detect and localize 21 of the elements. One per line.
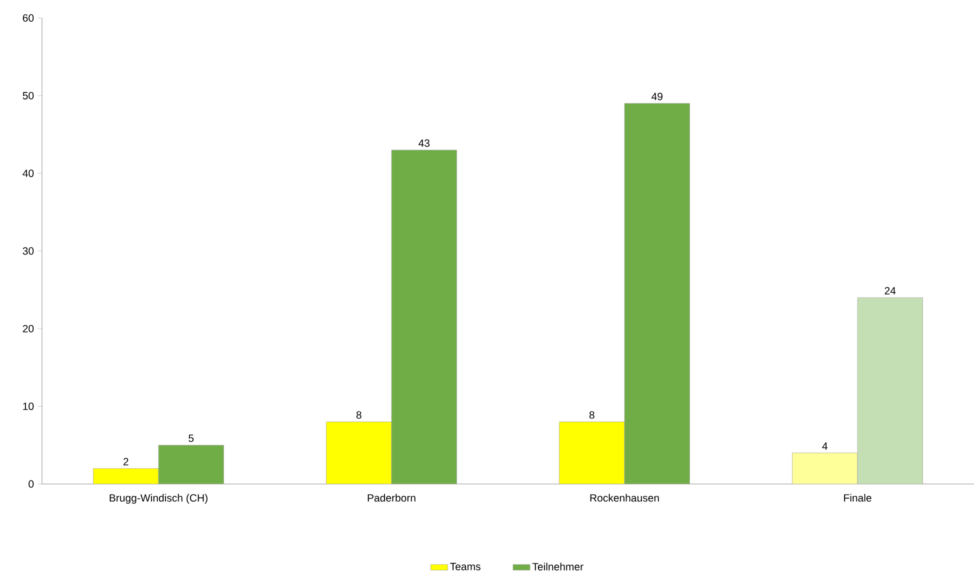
x-tick-label: Rockenhausen — [590, 494, 659, 502]
y-tick-label: 10 — [23, 402, 34, 410]
y-tick-label: 40 — [22, 170, 34, 178]
x-tick-label: Finale — [844, 494, 872, 502]
data-label: 8 — [589, 411, 594, 419]
data-label: 5 — [188, 434, 194, 442]
y-tick-label: 50 — [22, 92, 34, 100]
data-label: 43 — [418, 139, 430, 147]
y-tick-label: 30 — [22, 247, 34, 255]
x-tick-label: Brugg-Windisch (CH) — [110, 494, 208, 504]
data-label: 4 — [822, 442, 828, 450]
legend-label: Teams — [450, 562, 480, 570]
x-tick-label: Paderborn — [368, 494, 416, 502]
data-label: 49 — [652, 92, 662, 100]
y-tick-label: 60 — [22, 14, 34, 22]
y-tick-label: 0 — [28, 480, 34, 488]
data-label: 2 — [124, 458, 128, 466]
y-tick-label: 20 — [22, 324, 34, 332]
data-label: 8 — [356, 411, 362, 419]
legend-label: Teilnehmer — [532, 562, 584, 570]
data-label: 24 — [884, 287, 896, 294]
